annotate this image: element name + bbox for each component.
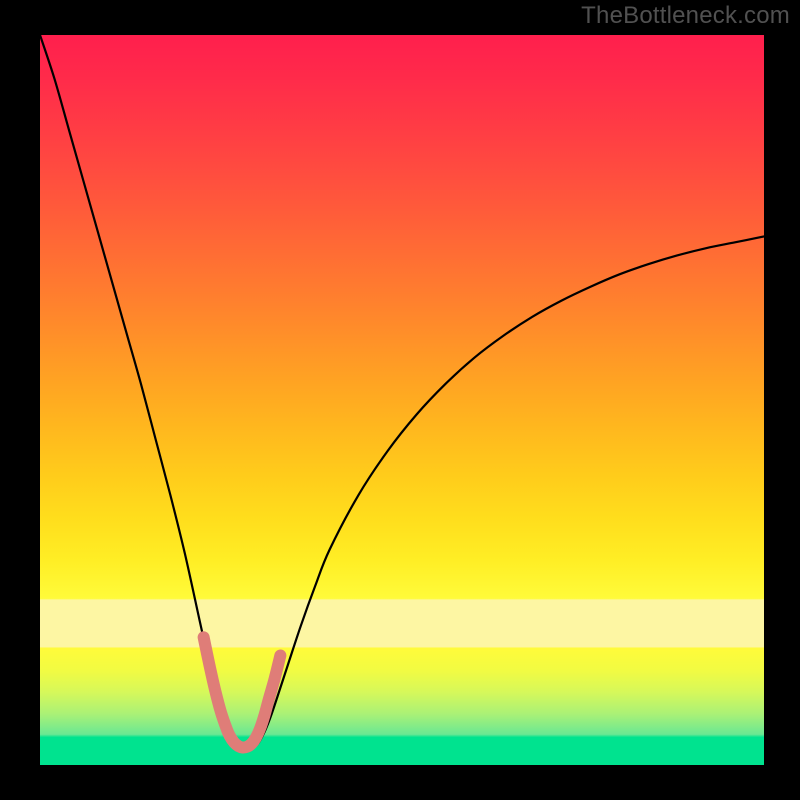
chart-canvas: TheBottleneck.com — [0, 0, 800, 800]
bottleneck-chart — [0, 0, 800, 800]
watermark-text: TheBottleneck.com — [581, 2, 790, 30]
plot-background — [40, 35, 764, 765]
